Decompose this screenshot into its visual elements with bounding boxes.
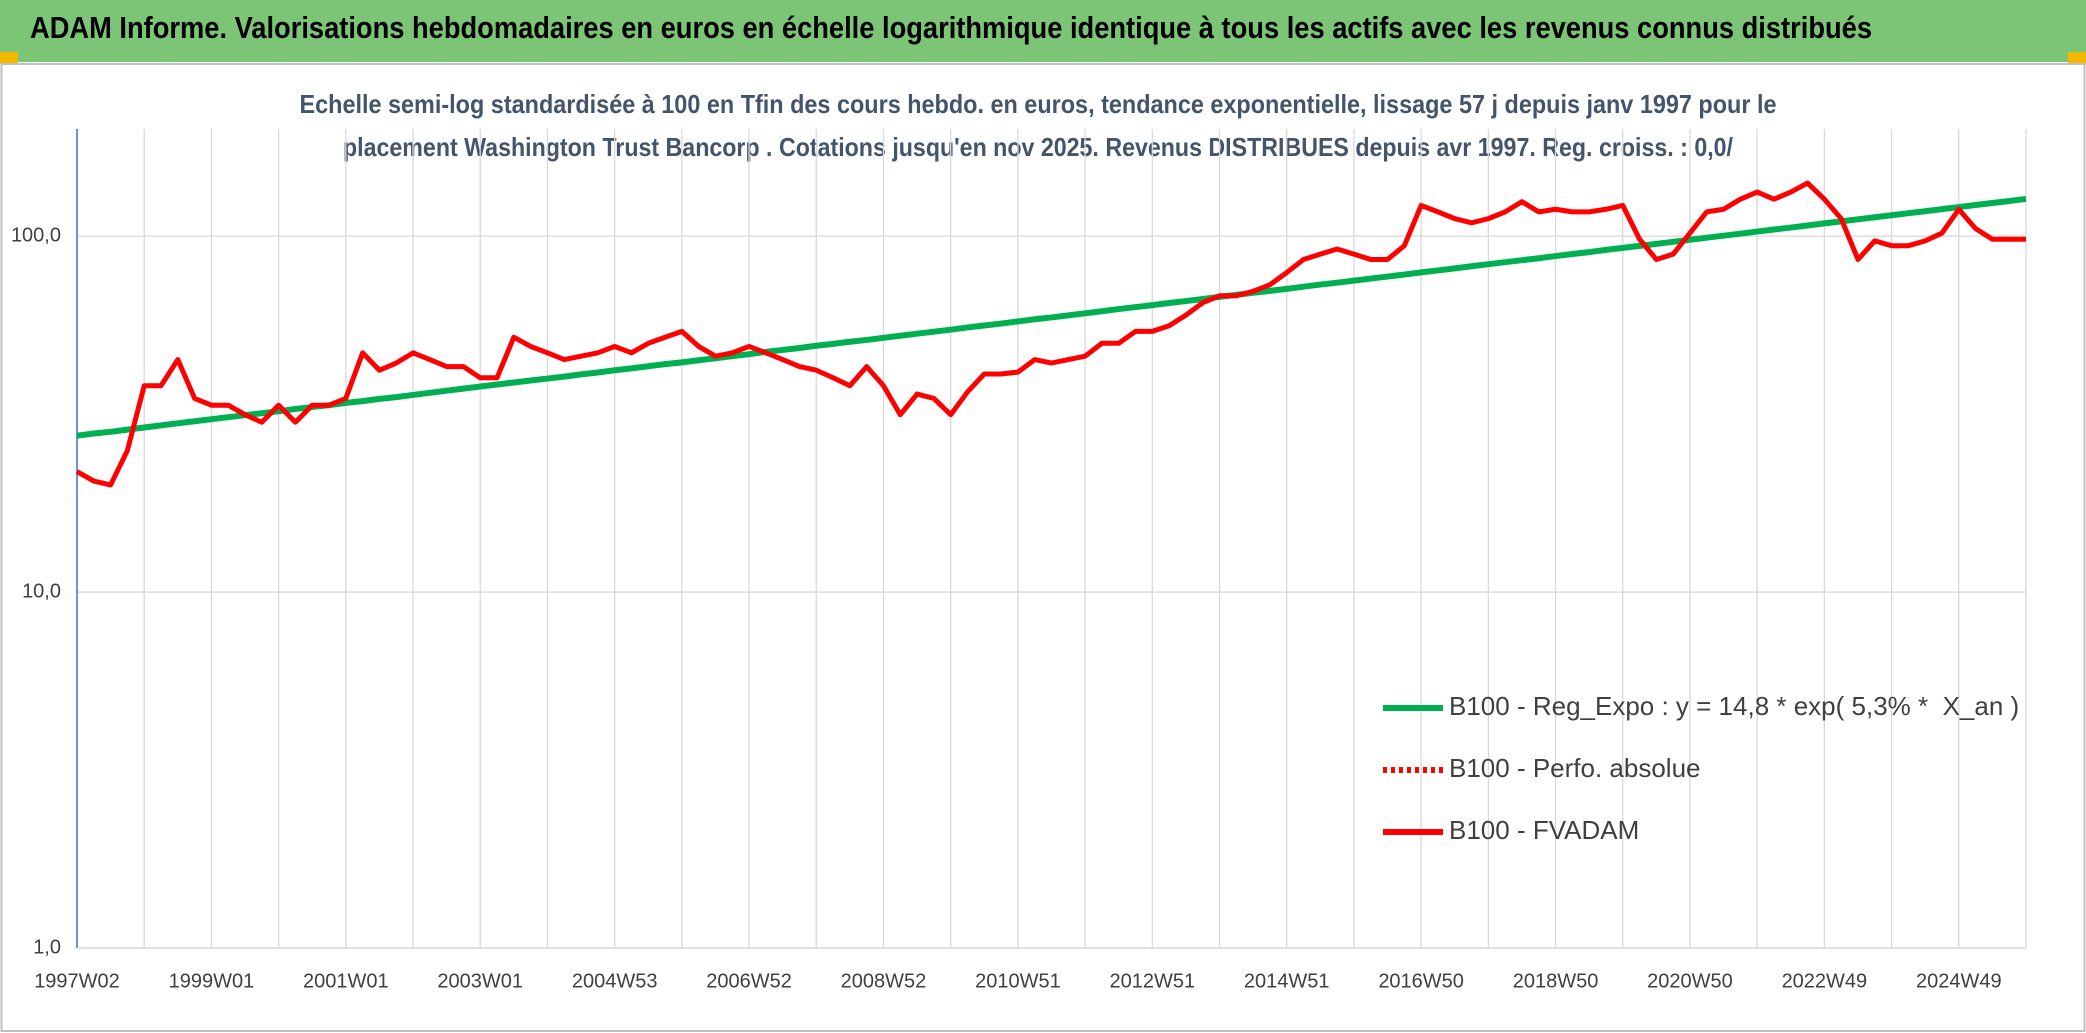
x-tick-label: 2020W50 [1647,970,1733,992]
header-band [0,0,2086,62]
legend-label: B100 - FVADAM [1449,815,1639,845]
series-line [75,180,2026,488]
chart-subtitle: placement Washington Trust Bancorp . Cot… [343,132,1733,162]
legend-label: B100 - Reg_Expo : y = 14,8 * exp( 5,3% *… [1449,691,2019,721]
corner-left [0,52,18,64]
chart-title: ADAM Informe. Valorisations hebdomadaire… [30,10,1872,45]
x-tick-label: 2014W51 [1244,970,1330,992]
x-tick-label: 2003W01 [437,970,523,992]
x-tick-label: 2016W50 [1378,970,1464,992]
x-tick-label: 2008W52 [841,970,927,992]
y-tick-label: 100,0 [11,224,61,246]
x-tick-label: 1999W01 [169,970,255,992]
x-tick-label: 2024W49 [1916,970,2002,992]
x-tick-label: 2004W53 [572,970,658,992]
legend-label: B100 - Perfo. absolue [1449,753,1701,783]
corner-right [2068,52,2086,64]
x-tick-label: 2012W51 [1109,970,1195,992]
x-tick-label: 2018W50 [1513,970,1599,992]
series-line [76,195,2027,439]
x-tick-label: 1997W02 [34,970,120,992]
y-tick-label: 1,0 [33,936,61,958]
x-tick-label: 2022W49 [1782,970,1868,992]
y-tick-label: 10,0 [22,580,61,602]
chart-subtitle: Echelle semi-log standardisée à 100 en T… [300,89,1777,119]
x-tick-label: 2010W51 [975,970,1061,992]
frame [0,63,2086,1032]
x-tick-label: 2006W52 [706,970,792,992]
x-tick-label: 2001W01 [303,970,389,992]
